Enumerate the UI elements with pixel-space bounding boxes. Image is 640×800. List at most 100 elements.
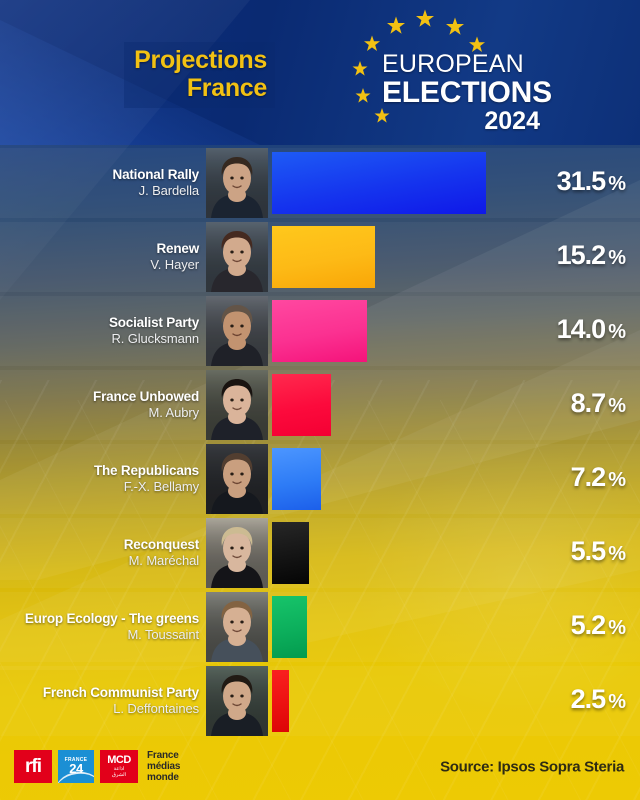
eu-stars-svg <box>352 9 485 123</box>
background-glow <box>340 430 640 730</box>
percentage-value: 7.2 <box>570 462 607 492</box>
party-name: Socialist Party <box>108 315 199 330</box>
percent-sign: % <box>608 543 626 565</box>
row-background <box>0 518 640 588</box>
broadcaster-logos: rfi FRANCE 24 MCD اذاعة الشرق France méd… <box>14 750 180 783</box>
percent-sign: % <box>608 617 626 639</box>
percent-sign: % <box>608 469 626 491</box>
result-row: The Republicans F.-X. Bellamy 7.2% <box>0 444 640 514</box>
bar-track <box>268 592 640 662</box>
bar-track <box>268 518 640 588</box>
party-name: Reconquest <box>123 537 199 552</box>
header: Projections France <box>0 0 640 145</box>
candidate-name: M. Toussaint <box>127 627 199 642</box>
fmm-line1: France <box>147 750 179 761</box>
row-labels: Renew V. Hayer <box>0 241 206 273</box>
eu-line-european: EUROPEAN <box>382 50 524 78</box>
rfi-logo: rfi <box>14 750 52 783</box>
result-row: Socialist Party R. Glucksmann 14.0% <box>0 296 640 366</box>
result-bar <box>272 226 376 288</box>
france24-logo-number: 24 <box>69 761 83 776</box>
party-name: Renew <box>156 241 199 256</box>
party-name: Europ Ecology - The greens <box>24 611 199 626</box>
candidate-name: M. Aubry <box>148 405 200 420</box>
projections-title-box: Projections France <box>124 42 275 108</box>
fmm-line3: monde <box>147 772 179 783</box>
bar-track <box>268 370 640 440</box>
result-percentage: 8.7% <box>571 390 626 420</box>
eu-star-6 <box>352 61 368 76</box>
result-row: France Unbowed M. Aubry 8.7% <box>0 370 640 440</box>
result-percentage: 31.5% <box>557 168 626 198</box>
result-bar <box>272 374 332 436</box>
result-percentage: 15.2% <box>557 242 626 272</box>
row-labels: Reconquest M. Maréchal <box>0 537 206 569</box>
candidate-portrait <box>206 444 268 514</box>
result-percentage: 7.2% <box>571 464 626 494</box>
mcd-logo: MCD اذاعة الشرق <box>100 750 138 783</box>
projections-title-line2: France <box>186 74 267 102</box>
row-labels: Socialist Party R. Glucksmann <box>0 315 206 347</box>
eu-star-2 <box>416 9 434 27</box>
result-row: French Communist Party L. Deffontaines 2.5… <box>0 666 640 736</box>
footer: rfi FRANCE 24 MCD اذاعة الشرق France méd… <box>0 734 640 800</box>
mcd-logo-arabic2: الشرق <box>111 772 126 778</box>
eu-star-1 <box>387 16 405 34</box>
row-labels: The Republicans F.-X. Bellamy <box>0 463 206 495</box>
result-bar <box>272 448 321 510</box>
fmm-line2: médias <box>147 761 181 772</box>
candidate-name: F.-X. Bellamy <box>123 479 199 494</box>
eu-stars-circle <box>310 6 540 141</box>
party-name: The Republicans <box>93 463 199 478</box>
result-percentage: 2.5% <box>571 686 626 716</box>
bar-track <box>268 222 640 292</box>
result-percentage: 14.0% <box>557 316 626 346</box>
percent-sign: % <box>608 173 626 195</box>
projections-title-line1: Projections <box>134 46 267 74</box>
result-bar <box>272 300 368 362</box>
row-labels: France Unbowed M. Aubry <box>0 389 206 421</box>
mcd-logo-text: MCD <box>107 754 131 766</box>
percent-sign: % <box>608 247 626 269</box>
percentage-value: 5.5 <box>570 536 607 566</box>
party-name: National Rally <box>112 167 200 182</box>
bar-track <box>268 444 640 514</box>
candidate-portrait <box>206 592 268 662</box>
eu-star-3 <box>446 17 464 35</box>
candidate-name: J. Bardella <box>138 183 199 198</box>
result-bar <box>272 670 289 732</box>
candidate-portrait <box>206 148 268 218</box>
candidate-name: M. Maréchal <box>128 553 200 568</box>
candidate-portrait <box>206 666 268 736</box>
percent-sign: % <box>608 395 626 417</box>
row-background <box>0 666 640 736</box>
percentage-value: 31.5 <box>556 166 607 196</box>
candidate-portrait <box>206 222 268 292</box>
eu-star-4 <box>364 35 380 51</box>
france24-logo-word: FRANCE <box>64 757 88 763</box>
background-header-band <box>0 0 640 145</box>
european-elections-logo: EUROPEAN ELECTIONS 2024 <box>310 6 552 141</box>
eu-line-elections: ELECTIONS <box>382 76 552 109</box>
france24-swoosh-icon <box>58 768 94 783</box>
france-medias-monde-logo: France médias monde <box>147 750 180 783</box>
row-background <box>0 592 640 662</box>
source-attribution: Source: Ipsos Sopra Steria <box>440 758 624 776</box>
candidate-portrait <box>206 370 268 440</box>
candidate-portrait <box>206 518 268 588</box>
eu-star-7 <box>355 88 371 103</box>
results-list: National Rally J. Bardella 31.5% Renew V. Ha… <box>0 148 640 740</box>
row-labels: National Rally J. Bardella <box>0 167 206 199</box>
rfi-logo-text: rfi <box>25 756 42 777</box>
percentage-value: 15.2 <box>556 240 607 270</box>
percentage-value: 8.7 <box>570 388 607 418</box>
bar-track <box>268 148 640 218</box>
percent-sign: % <box>608 321 626 343</box>
result-row: National Rally J. Bardella 31.5% <box>0 148 640 218</box>
candidate-name: V. Hayer <box>150 257 199 272</box>
bar-track <box>268 296 640 366</box>
france24-logo: FRANCE 24 <box>58 750 94 783</box>
mcd-logo-arabic: اذاعة <box>113 766 125 772</box>
result-bar <box>272 596 308 658</box>
